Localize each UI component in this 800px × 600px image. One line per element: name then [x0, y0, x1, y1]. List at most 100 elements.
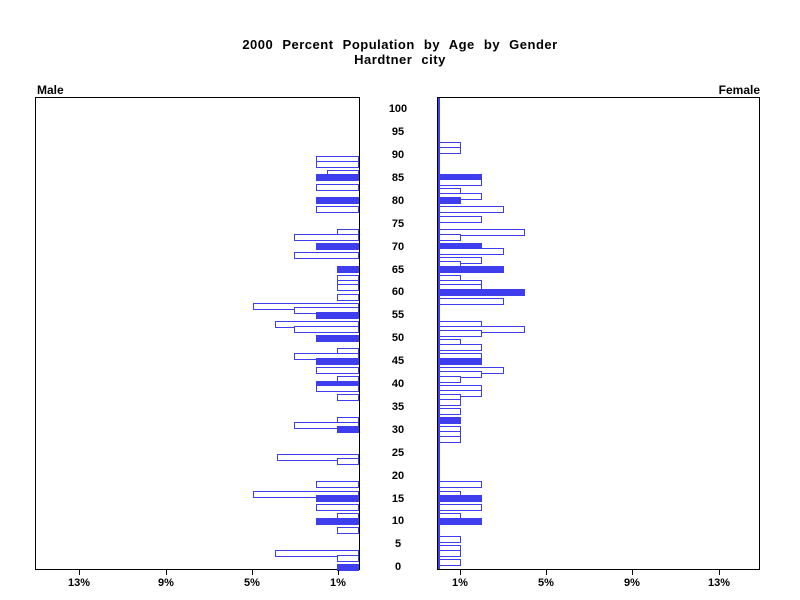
male-pct-label-13: 13%: [67, 577, 91, 589]
age-label-25: 25: [391, 447, 405, 459]
male-tick-13pct: [79, 570, 80, 575]
female-bar-age-15: [439, 495, 482, 502]
male-bar-age-70: [316, 243, 359, 250]
female-bar-age-32: [439, 417, 461, 424]
age-label-55: 55: [391, 309, 405, 321]
male-bar-age-52: [294, 326, 359, 333]
male-bar-age-8: [337, 527, 359, 534]
male-bar-age-15: [316, 495, 359, 502]
male-bar-age-78: [316, 206, 359, 213]
female-bar-age-28: [439, 436, 461, 443]
chart-title-line1: 2000 Percent Population by Age by Gender: [242, 37, 558, 52]
male-bar-age-65: [337, 266, 359, 273]
male-bar-age-72: [294, 234, 359, 241]
age-label-40: 40: [391, 378, 405, 390]
male-bar-age-85: [316, 174, 359, 181]
female-pct-label-5: 5%: [538, 577, 554, 589]
age-label-75: 75: [391, 218, 405, 230]
age-label-90: 90: [391, 149, 405, 161]
male-bar-age-83: [316, 184, 359, 191]
age-label-10: 10: [391, 515, 405, 527]
male-bar-age-50: [316, 335, 359, 342]
female-bar-age-45: [439, 358, 482, 365]
female-pct-label-9: 9%: [624, 577, 640, 589]
female-bar-age-10: [439, 518, 482, 525]
male-bar-age-31: [294, 422, 359, 429]
male-bar-age-23: [337, 458, 359, 465]
age-label-65: 65: [391, 264, 405, 276]
age-label-50: 50: [391, 332, 405, 344]
male-bar-age-88: [316, 161, 359, 168]
male-panel-frame: [35, 97, 360, 570]
age-label-100: 100: [388, 103, 408, 115]
female-side-label: Female: [718, 83, 760, 97]
male-bar-age-10: [316, 518, 359, 525]
female-bar-age-76: [439, 216, 482, 223]
male-bar-age-18: [316, 481, 359, 488]
female-bar-age-18: [439, 481, 482, 488]
female-bar-age-51: [439, 330, 482, 337]
male-bar-age-55: [316, 312, 359, 319]
female-bar-age-84: [439, 179, 482, 186]
male-bar-age-59: [337, 294, 359, 301]
age-label-5: 5: [394, 538, 402, 550]
female-bar-age-1: [439, 559, 461, 566]
age-label-60: 60: [391, 286, 405, 298]
female-tick-9pct: [632, 570, 633, 575]
male-tick-1pct: [338, 570, 339, 575]
male-bar-age-30: [337, 426, 359, 433]
female-tick-13pct: [719, 570, 720, 575]
female-bar-age-60: [439, 289, 525, 296]
female-bar-age-72: [439, 234, 461, 241]
female-bar-age-52: [439, 326, 525, 333]
age-label-70: 70: [391, 241, 405, 253]
age-label-0: 0: [394, 561, 402, 573]
age-label-35: 35: [391, 401, 405, 413]
male-side-label: Male: [37, 83, 64, 97]
male-bar-age-16: [253, 491, 359, 498]
female-tick-5pct: [546, 570, 547, 575]
male-bar-age-37: [337, 394, 359, 401]
male-bar-age-61: [337, 284, 359, 291]
male-bar-age-43: [316, 367, 359, 374]
female-bar-age-78: [439, 206, 504, 213]
female-bar-age-34: [439, 408, 461, 415]
age-label-15: 15: [391, 493, 405, 505]
male-bar-age-13: [316, 504, 359, 511]
chart-title-line2: Hardtner city: [354, 52, 446, 67]
male-bar-age-68: [294, 252, 359, 259]
age-label-95: 95: [391, 126, 405, 138]
female-pct-label-13: 13%: [707, 577, 731, 589]
male-bar-age-45: [316, 358, 359, 365]
male-bar-age-80: [316, 197, 359, 204]
female-bar-age-58: [439, 298, 504, 305]
male-tick-9pct: [166, 570, 167, 575]
male-pct-label-5: 5%: [244, 577, 260, 589]
female-tick-1pct: [460, 570, 461, 575]
male-bar-age-3: [275, 550, 359, 557]
age-label-80: 80: [391, 195, 405, 207]
female-bar-age-91: [439, 147, 461, 154]
male-bar-age-24: [277, 454, 359, 461]
female-pct-label-1: 1%: [452, 577, 468, 589]
male-bar-age-39: [316, 385, 359, 392]
male-bar-age-2: [337, 555, 359, 562]
female-bar-age-69: [439, 248, 504, 255]
male-pct-label-9: 9%: [158, 577, 174, 589]
female-bar-age-13: [439, 504, 482, 511]
male-pct-label-1: 1%: [330, 577, 346, 589]
age-label-30: 30: [391, 424, 405, 436]
female-panel-frame: [437, 97, 760, 570]
female-bar-age-65: [439, 266, 504, 273]
female-bar-age-36: [439, 399, 461, 406]
male-tick-5pct: [252, 570, 253, 575]
male-bar-age-0: [337, 564, 359, 571]
age-label-45: 45: [391, 355, 405, 367]
female-bar-age-73: [439, 229, 525, 236]
age-label-85: 85: [391, 172, 405, 184]
female-bar-age-3: [439, 550, 461, 557]
female-bar-age-6: [439, 536, 461, 543]
female-bar-age-48: [439, 344, 482, 351]
female-bar-age-41: [439, 376, 461, 383]
